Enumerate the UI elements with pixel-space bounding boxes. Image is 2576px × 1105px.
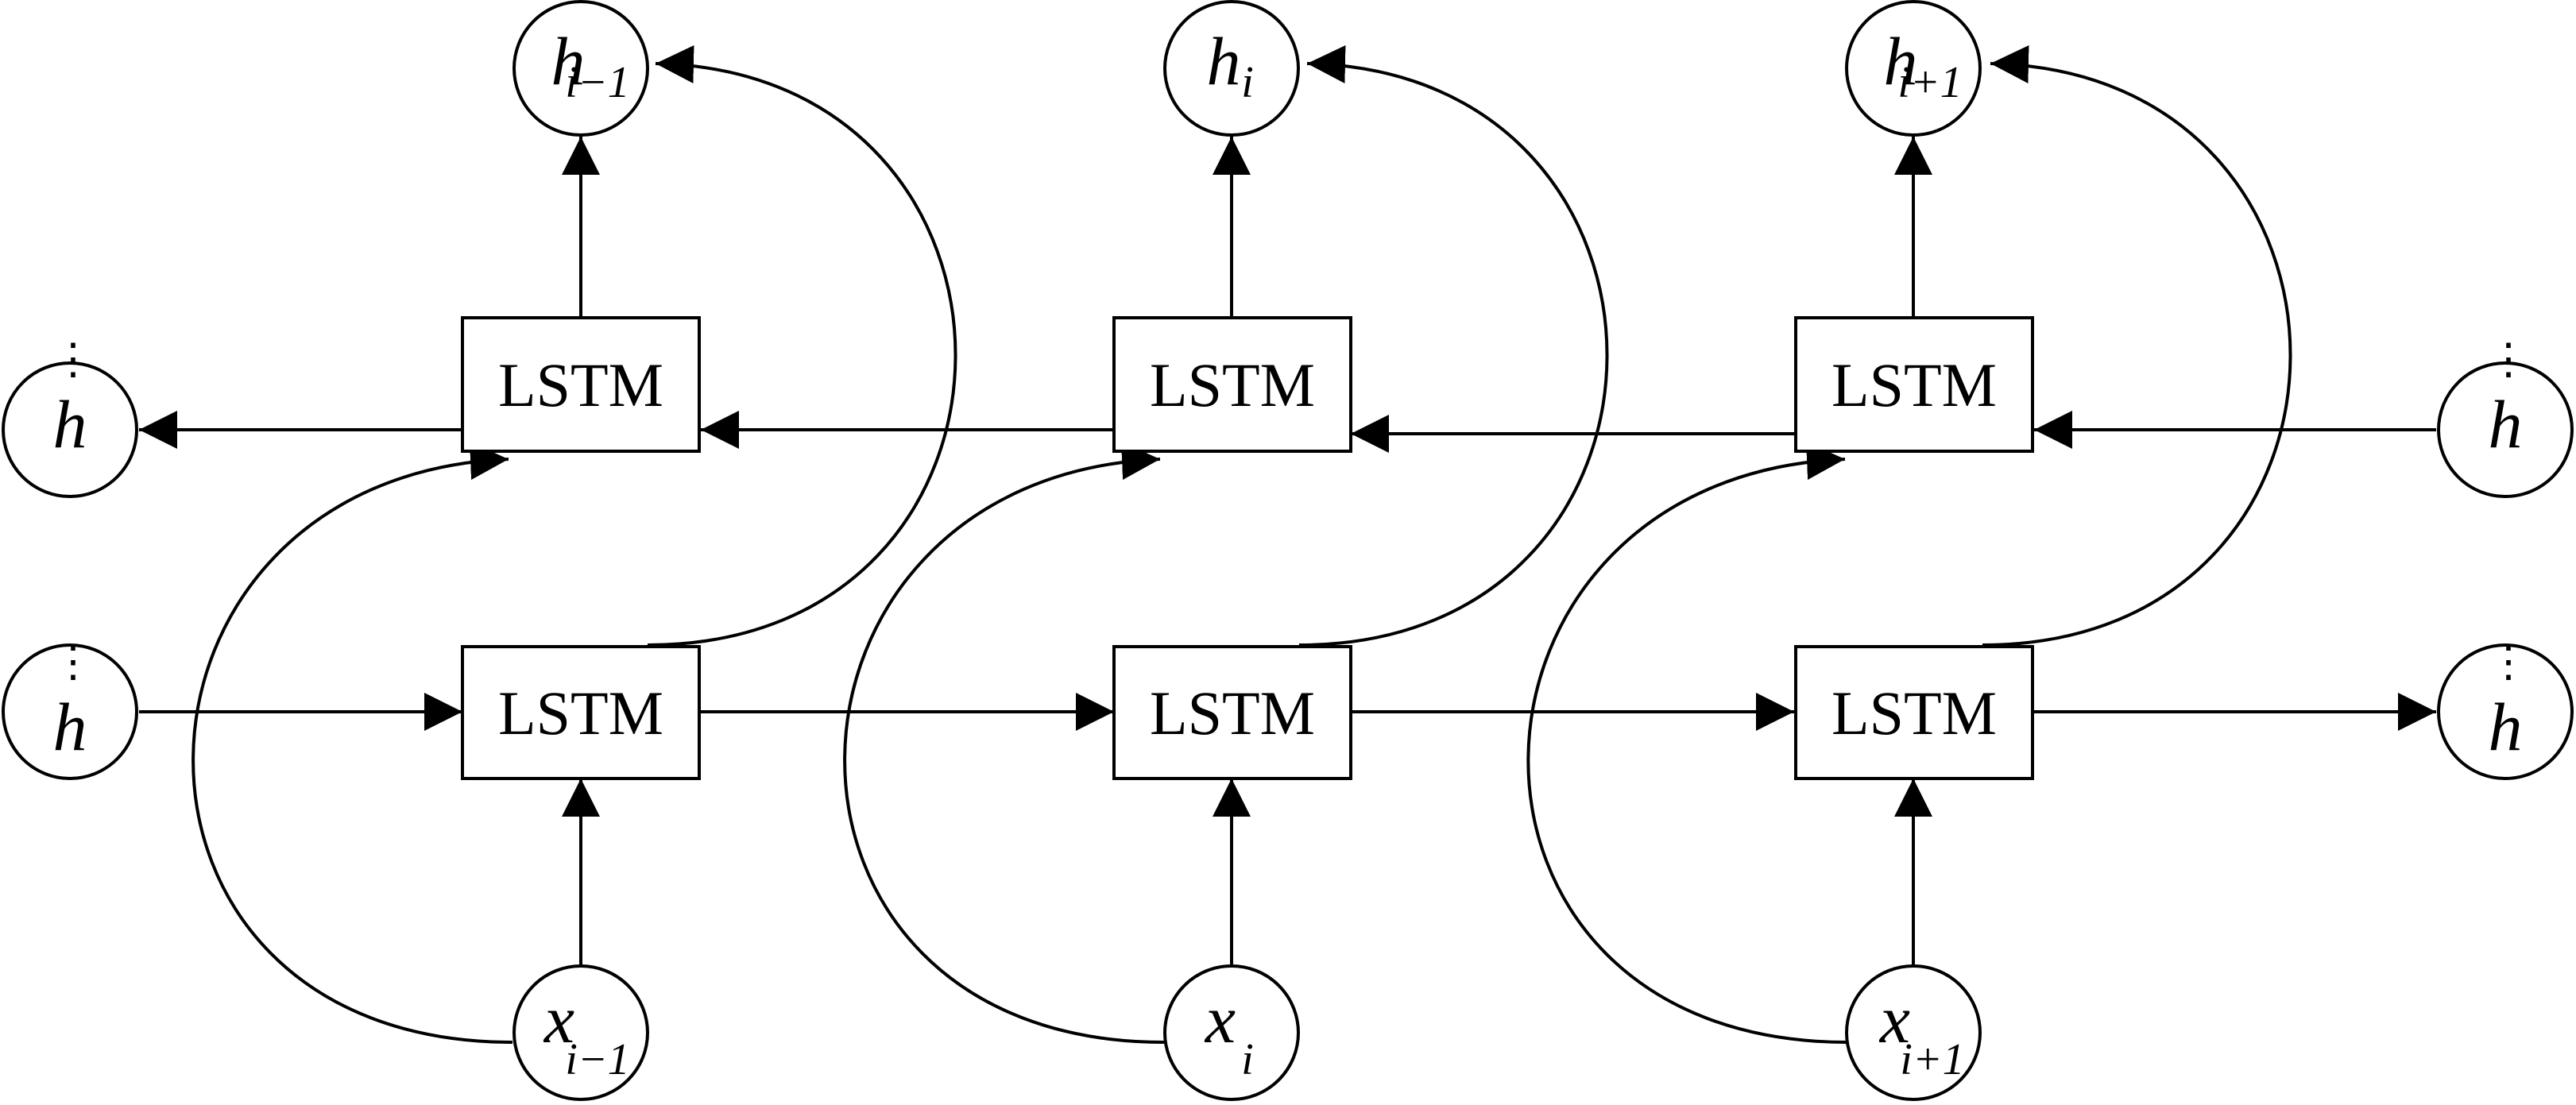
input-node-1: x i−1 [512, 964, 649, 1101]
input-var: x [543, 981, 574, 1057]
state-var: h [53, 689, 87, 765]
forward-to-output-curve-1 [647, 45, 957, 647]
output-var: h [1884, 23, 1918, 99]
input-subscript: i−1 [565, 1035, 629, 1084]
state-node-backward-left: ⋮ h [2, 335, 138, 498]
input-to-backward-curve-1 [191, 442, 513, 1044]
lstm-forward-3: LSTM [1794, 645, 2034, 780]
output-var: h [551, 23, 586, 99]
output-subscript: i+1 [1897, 58, 1962, 107]
input-to-backward-curve-3 [1526, 442, 1848, 1044]
lstm-forward-2: LSTM [1112, 645, 1352, 780]
input-var: x [1878, 981, 1910, 1057]
lstm-label: LSTM [1831, 678, 1997, 748]
output-var: h [1207, 23, 1241, 99]
output-subscript: i [1241, 58, 1254, 107]
state-node-forward-right: ⋮ h [2437, 638, 2574, 780]
lstm-label: LSTM [498, 350, 663, 419]
lstm-backward-1: LSTM [461, 316, 701, 453]
forward-to-output-curve-2 [1298, 45, 1609, 647]
lstm-forward-1: LSTM [461, 645, 701, 780]
forward-to-output-curve-3 [1982, 45, 2292, 647]
input-node-2: x i [1163, 964, 1300, 1101]
state-node-backward-right: ⋮ h [2437, 335, 2574, 498]
input-subscript: i+1 [1900, 1035, 1964, 1084]
lstm-backward-3: LSTM [1794, 316, 2034, 453]
output-subscript: i−1 [565, 58, 629, 107]
state-var: h [53, 386, 87, 462]
input-to-backward-curve-2 [843, 442, 1165, 1044]
state-dots: ⋮ [52, 335, 95, 383]
state-var: h [2489, 689, 2523, 765]
lstm-label: LSTM [1831, 350, 1997, 419]
state-var: h [2489, 386, 2523, 462]
output-node-1: h i−1 [512, 0, 649, 137]
lstm-label: LSTM [1150, 678, 1315, 748]
output-node-3: h i+1 [1845, 0, 1982, 137]
output-node-2: h i [1163, 0, 1300, 137]
state-dots: ⋮ [2487, 335, 2530, 383]
lstm-label: LSTM [1150, 350, 1315, 419]
input-node-3: x i+1 [1845, 964, 1982, 1101]
lstm-label: LSTM [498, 678, 663, 748]
state-dots: ⋮ [52, 638, 95, 686]
input-var: x [1204, 981, 1236, 1057]
state-dots: ⋮ [2487, 638, 2530, 686]
lstm-backward-2: LSTM [1112, 316, 1352, 453]
input-subscript: i [1241, 1035, 1254, 1084]
state-node-forward-left: ⋮ h [2, 638, 138, 780]
